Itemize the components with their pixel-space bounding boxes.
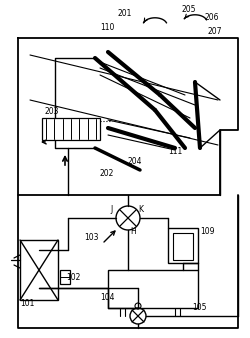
Bar xyxy=(108,270,197,308)
Text: 204: 204 xyxy=(128,158,142,167)
Bar xyxy=(167,228,197,263)
Text: 205: 205 xyxy=(181,5,196,15)
Text: 109: 109 xyxy=(199,227,214,237)
Bar xyxy=(172,233,192,260)
Text: 103: 103 xyxy=(84,234,98,242)
Text: 203: 203 xyxy=(45,107,59,117)
Bar xyxy=(20,240,58,300)
Text: 207: 207 xyxy=(207,27,222,37)
Text: 202: 202 xyxy=(100,169,114,177)
Text: H: H xyxy=(130,227,135,237)
Text: J: J xyxy=(110,206,112,215)
Text: 201: 201 xyxy=(118,8,132,18)
Text: 206: 206 xyxy=(204,14,219,23)
Bar xyxy=(42,118,100,140)
Text: 105: 105 xyxy=(191,304,206,313)
Text: 110: 110 xyxy=(100,24,114,32)
Text: K: K xyxy=(138,206,142,215)
Text: 102: 102 xyxy=(66,273,80,283)
Text: 104: 104 xyxy=(100,293,114,303)
Text: 111: 111 xyxy=(167,147,182,156)
Text: 101: 101 xyxy=(20,299,34,309)
Bar xyxy=(60,270,70,284)
